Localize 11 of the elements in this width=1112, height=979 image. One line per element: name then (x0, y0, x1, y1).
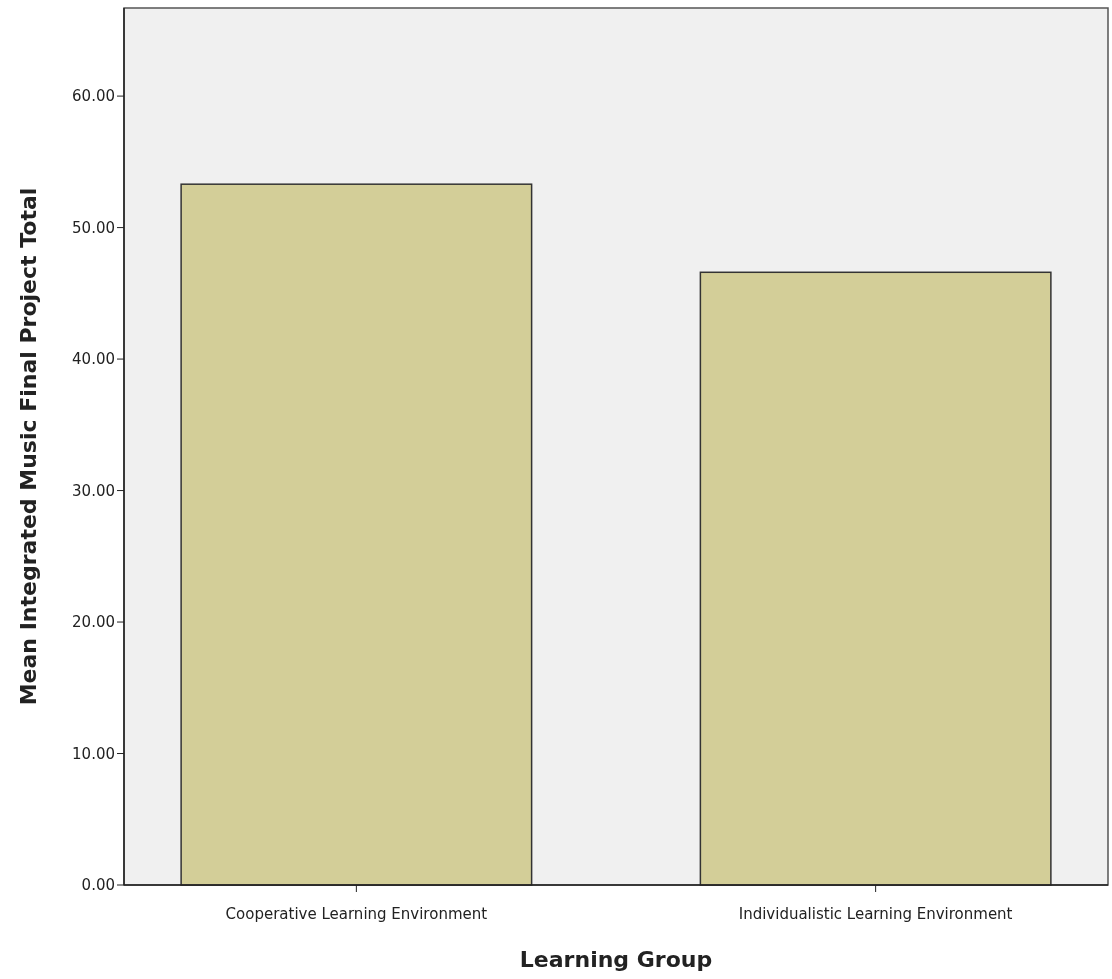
y-tick-label: 40.00 (72, 350, 115, 369)
x-tick-label: Individualistic Learning Environment (738, 905, 1013, 923)
y-tick-label: 0.00 (81, 876, 115, 895)
x-axis-title: Learning Group (519, 947, 713, 972)
x-tick-label: Cooperative Learning Environment (225, 905, 488, 923)
y-tick-label: 10.00 (72, 744, 115, 763)
y-tick-label: 50.00 (72, 218, 115, 237)
y-axis-title: Mean Integrated Music Final Project Total (16, 187, 41, 706)
y-tick-label: 20.00 (72, 613, 115, 632)
y-tick-label: 30.00 (72, 481, 115, 500)
y-tick-label: 60.00 (72, 87, 115, 106)
